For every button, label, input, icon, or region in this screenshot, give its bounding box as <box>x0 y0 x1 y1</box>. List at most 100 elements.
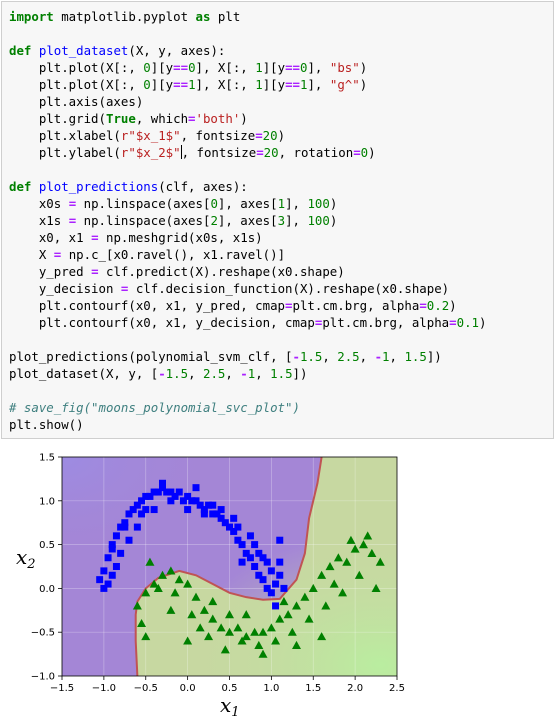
code-line[interactable]: plt.plot(X[:, 0][y==0], X[:, 1][y==0], "… <box>9 59 486 76</box>
class1-point <box>287 627 297 636</box>
code-line[interactable]: X = np.c_[x0.ravel(), x1.ravel()] <box>9 246 486 263</box>
class0-point <box>121 519 129 527</box>
class0-point <box>209 501 217 509</box>
class1-point <box>187 610 197 619</box>
class0-point <box>142 506 150 514</box>
code-token: # save_fig("moons_polynomial_svc_plot") <box>9 400 300 415</box>
class0-point <box>234 523 242 531</box>
class1-point <box>346 535 356 544</box>
class0-point <box>272 580 280 588</box>
code-token: 1.5 <box>270 366 293 381</box>
class0-point <box>112 532 120 540</box>
code-token: 0 <box>210 196 218 211</box>
code-line[interactable] <box>9 25 486 42</box>
code-line[interactable]: plot_dataset(X, y, [-1.5, 2.5, -1, 1.5]) <box>9 365 486 382</box>
class1-point <box>258 627 268 636</box>
class0-point <box>159 484 166 492</box>
code-token: = <box>53 247 62 262</box>
code-line[interactable] <box>9 382 486 399</box>
code-line[interactable]: plt.contourf(x0, x1, y_pred, cmap=plt.cm… <box>9 297 486 314</box>
code-line[interactable]: y_pred = clf.predict(X).reshape(x0.shape… <box>9 263 486 280</box>
code-token: plt.grid( <box>9 111 106 126</box>
code-line[interactable]: def plot_dataset(X, y, axes): <box>9 42 486 59</box>
class1-point <box>354 570 364 579</box>
class0-point <box>246 554 254 562</box>
code-token: == <box>173 60 189 75</box>
y-tick-label: 0.0 <box>39 584 55 595</box>
code-token: - <box>240 366 248 381</box>
class1-point <box>141 632 151 641</box>
code-token: clf.predict(X).reshape(x0.shape) <box>98 264 345 279</box>
class0-point <box>167 488 175 496</box>
code-token: plt.axis(axes) <box>9 94 144 109</box>
code-line[interactable]: y_decision = clf.decision_function(X).re… <box>9 280 486 297</box>
code-line[interactable]: plt.axis(axes) <box>9 93 486 110</box>
class1-point <box>241 632 251 641</box>
class0-point <box>263 584 271 592</box>
class1-point <box>258 649 268 658</box>
code-line[interactable]: plt.show() <box>9 416 486 433</box>
code-line[interactable]: plot_predictions(polynomial_svm_clf, [-1… <box>9 348 486 365</box>
code-editor[interactable]: import matplotlib.pyplot as plt def plot_… <box>9 8 486 433</box>
code-token: plot_predictions(polynomial_svm_clf, [ <box>9 349 293 364</box>
class1-point <box>174 575 184 584</box>
class1-point <box>204 632 214 641</box>
code-line[interactable]: plt.grid(True, which='both') <box>9 110 486 127</box>
class1-point <box>367 548 377 557</box>
class1-point <box>283 610 293 619</box>
class0-point <box>251 541 259 549</box>
class0-point <box>163 488 171 496</box>
code-token: ) <box>368 145 376 160</box>
code-token: matplotlib.pyplot <box>53 9 196 24</box>
class1-point <box>241 610 251 619</box>
class0-point <box>129 506 137 514</box>
class1-point <box>304 614 314 623</box>
class0-point <box>184 506 192 514</box>
code-token: , <box>359 349 375 364</box>
code-token: 0.2 <box>426 298 450 313</box>
class1-point <box>183 636 193 645</box>
code-token: , fontsize <box>181 145 257 160</box>
code-line[interactable]: import matplotlib.pyplot as plt <box>9 8 486 25</box>
class0-point <box>150 506 158 514</box>
code-line[interactable]: x1s = np.linspace(axes[2], axes[3], 100) <box>9 212 486 229</box>
code-token: def <box>9 179 32 194</box>
code-token: plot_dataset <box>38 43 129 58</box>
class0-point <box>226 523 233 531</box>
code-token: r"$x_1$" <box>120 128 181 143</box>
code-token: 0 <box>143 77 151 92</box>
class0-point <box>188 497 196 505</box>
code-line[interactable]: x0s = np.linspace(axes[0], axes[1], 100) <box>9 195 486 212</box>
code-line[interactable]: plt.ylabel(r"$x_2$", fontsize=20, rotati… <box>9 144 486 161</box>
code-line[interactable]: x0, x1 = np.meshgrid(x0s, x1s) <box>9 229 486 246</box>
code-token: X <box>9 247 54 262</box>
code-token: = <box>255 128 263 143</box>
code-token: np.meshgrid(x0s, x1s) <box>98 230 263 245</box>
code-line[interactable]: def plot_predictions(clf, axes): <box>9 178 486 195</box>
class1-point <box>170 588 180 597</box>
code-token: , <box>225 366 241 381</box>
code-line[interactable]: # save_fig("moons_polynomial_svc_plot") <box>9 399 486 416</box>
class0-point <box>276 571 284 579</box>
code-token: np.linspace(axes[ <box>76 196 211 211</box>
code-line[interactable]: plt.contourf(x0, x1, y_decision, cmap=pl… <box>9 314 487 331</box>
x-tick-label: 1.0 <box>263 683 279 694</box>
code-line[interactable] <box>9 331 486 348</box>
class0-point <box>104 554 112 562</box>
class1-point <box>183 579 193 588</box>
class0-point <box>267 567 275 575</box>
code-cell[interactable]: import matplotlib.pyplot as plt def plot_… <box>1 1 554 439</box>
class0-point <box>184 492 192 500</box>
code-line[interactable]: plt.xlabel(r"$x_1$", fontsize=20) <box>9 127 486 144</box>
class0-point <box>179 497 187 505</box>
code-token: , <box>322 349 338 364</box>
code-token: , which <box>135 111 189 126</box>
code-line[interactable]: plt.plot(X[:, 0][y==1], X[:, 1][y==1], "… <box>9 76 486 93</box>
code-token: == <box>285 60 300 75</box>
code-token: = <box>419 298 427 313</box>
code-token <box>31 179 38 194</box>
class0-point <box>117 523 125 531</box>
code-line[interactable] <box>9 161 486 178</box>
class0-point <box>213 510 221 518</box>
class0-point <box>112 563 120 570</box>
